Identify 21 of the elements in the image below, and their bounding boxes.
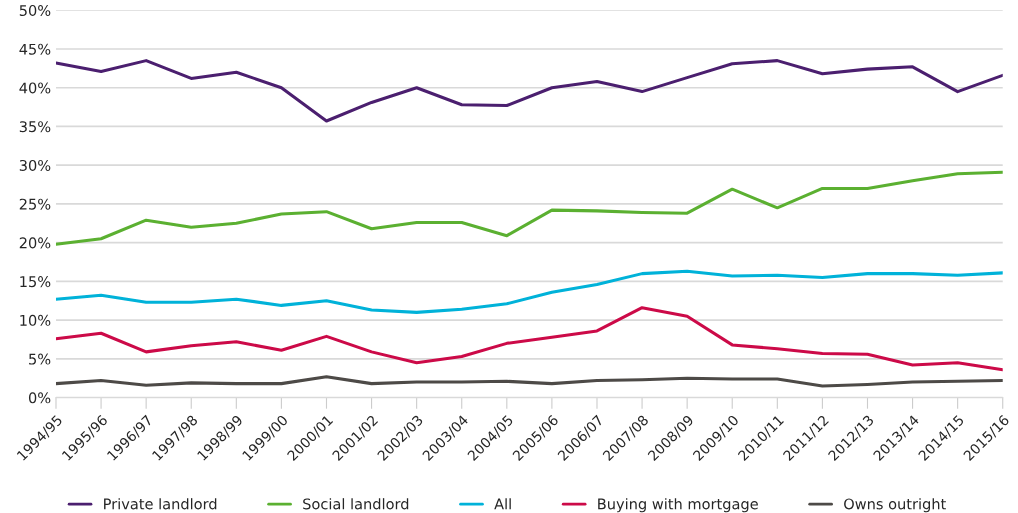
y-tick-label: 40% <box>19 82 51 94</box>
legend-label: Private landlord <box>104 498 217 510</box>
legend-label: All <box>494 498 511 510</box>
y-tick-label: 0% <box>28 392 51 404</box>
y-tick-label: 25% <box>19 198 51 210</box>
line-series <box>55 59 1003 123</box>
y-tick-label: 15% <box>20 276 51 288</box>
legend-label: Social landlord <box>303 498 409 510</box>
line-series <box>55 375 1003 388</box>
legend-label: Owns outright <box>844 498 946 513</box>
legend-label: Buying with mortgage <box>598 498 758 513</box>
y-tick-label: 50% <box>19 4 51 17</box>
y-tick-label: 10% <box>20 314 51 326</box>
line-series <box>55 306 1003 372</box>
y-tick-label: 5% <box>29 353 51 365</box>
y-tick-label: 30% <box>19 159 51 171</box>
y-tick-label: 45% <box>19 43 51 55</box>
line-series <box>55 170 1003 246</box>
y-tick-label: 35% <box>19 121 51 133</box>
y-tick-label: 20% <box>19 237 51 249</box>
line-series <box>55 269 1003 314</box>
